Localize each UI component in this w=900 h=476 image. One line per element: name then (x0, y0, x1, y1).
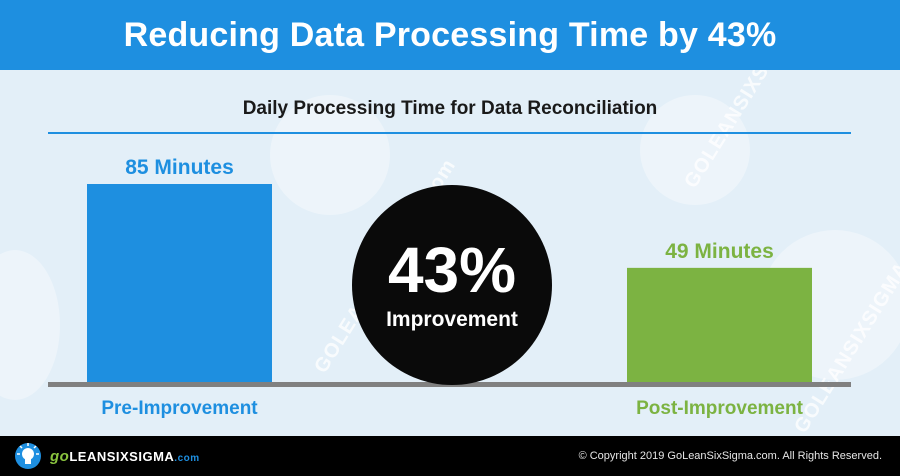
brand-main: LEANSIXSIGMA (69, 448, 175, 464)
category-label: Post-Improvement (636, 398, 803, 419)
lightbulb-icon (15, 443, 41, 469)
brand-suffix: .com (174, 452, 200, 464)
bar-pre-improvement (87, 184, 272, 382)
brand-name: goLEANSIXSIGMA.com (50, 448, 200, 465)
bar-post-improvement (627, 267, 812, 382)
background-bulb-shape (270, 95, 390, 215)
page-title: Reducing Data Processing Time by 43% (123, 15, 777, 54)
chart-subtitle: Daily Processing Time for Data Reconcili… (242, 98, 658, 119)
improvement-percent: 43% (387, 234, 517, 306)
bar-value-label: 49 Minutes (665, 240, 774, 263)
improvement-label: Improvement (386, 308, 518, 331)
subtitle-divider (48, 132, 851, 134)
improvement-callout: 43% Improvement (352, 185, 552, 385)
footer-bar: goLEANSIXSIGMA.com © Copyright 2019 GoLe… (0, 436, 900, 476)
copyright-notice: © Copyright 2019 GoLeanSixSigma.com. All… (578, 450, 882, 462)
category-label: Pre-Improvement (101, 398, 258, 419)
brand-logo[interactable]: goLEANSIXSIGMA.com (14, 442, 200, 470)
brand-go: go (50, 447, 70, 465)
title-banner: Reducing Data Processing Time by 43% (0, 0, 900, 70)
background-bulb-shape (640, 95, 750, 205)
bar-value-label: 85 Minutes (125, 156, 234, 179)
